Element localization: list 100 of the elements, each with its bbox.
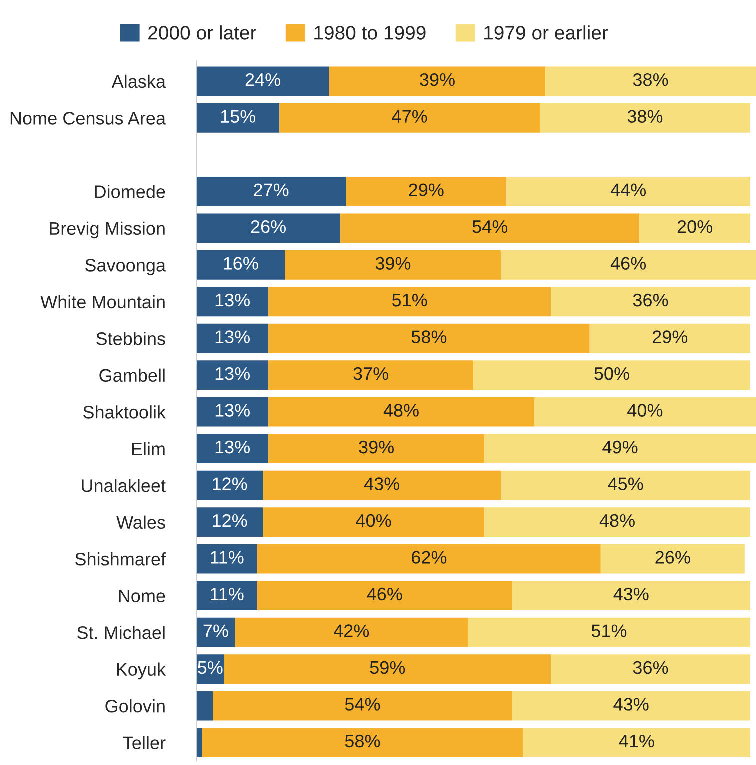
bar <box>196 508 264 538</box>
data-label: 37% <box>354 367 388 380</box>
data-label: 13% <box>216 440 250 454</box>
y-tick-label: Shaktoolik <box>84 406 166 419</box>
data-label: 43% <box>614 588 649 601</box>
data-label: 41% <box>619 734 654 748</box>
bar <box>196 66 330 96</box>
data-label: 48% <box>600 514 635 528</box>
y-tick-label: Diomede <box>95 185 166 198</box>
data-label: 51% <box>592 624 627 638</box>
data-label: 5% <box>198 661 223 674</box>
bar <box>551 654 750 684</box>
bar <box>196 360 269 390</box>
data-label: 13% <box>216 330 250 344</box>
bar <box>546 66 756 96</box>
bar <box>268 434 485 464</box>
bar <box>474 360 750 390</box>
y-tick-label: Nome <box>119 590 166 603</box>
y-tick-label: St. Michael <box>78 626 165 640</box>
bar <box>329 66 546 96</box>
bar <box>512 691 750 721</box>
bar <box>268 324 590 354</box>
bar <box>534 397 756 427</box>
bar <box>512 581 750 611</box>
data-label: 43% <box>614 698 649 711</box>
data-label: 58% <box>412 330 447 344</box>
data-label: 40% <box>356 514 392 528</box>
y-tick-label: Wales <box>116 516 166 530</box>
bar <box>196 176 346 206</box>
bar <box>268 287 552 317</box>
bar <box>257 544 601 574</box>
y-tick-label: Elim <box>132 442 165 456</box>
data-label: 15% <box>221 110 256 123</box>
bar <box>196 544 258 574</box>
data-label: 12% <box>213 478 248 490</box>
bar <box>196 470 264 500</box>
data-label: 36% <box>633 294 668 307</box>
bar <box>196 691 214 721</box>
bar <box>506 176 750 206</box>
bar <box>340 214 640 244</box>
data-label: 36% <box>633 661 668 674</box>
data-label: 16% <box>224 257 258 270</box>
data-label: 13% <box>216 367 250 380</box>
bar <box>257 581 512 611</box>
legend-label: 2000 or later <box>148 26 256 40</box>
data-label: 43% <box>364 478 400 490</box>
bar <box>590 324 750 354</box>
bar <box>285 250 502 280</box>
data-label: 51% <box>392 294 428 307</box>
data-label: 59% <box>370 661 406 674</box>
bar <box>235 618 468 648</box>
bar <box>501 470 750 500</box>
data-label: 39% <box>420 73 455 86</box>
bar <box>540 103 750 133</box>
legend-label: 1979 or earlier <box>484 26 608 40</box>
y-tick-label: Alaska <box>112 74 166 88</box>
y-tick-label: Savoonga <box>86 259 166 276</box>
data-label: 27% <box>254 184 289 196</box>
bar <box>268 360 474 390</box>
data-label: 38% <box>633 73 668 86</box>
data-label: 11% <box>211 551 244 564</box>
y-tick-label: Nome Census Area <box>10 112 166 125</box>
data-label: 29% <box>409 184 444 196</box>
data-label: 47% <box>392 110 428 123</box>
data-label: 7% <box>204 624 228 638</box>
data-label: 29% <box>652 330 688 344</box>
bar <box>263 470 502 500</box>
data-label: 45% <box>608 478 644 490</box>
y-tick-label: Unalakleet <box>82 479 166 492</box>
bar <box>268 397 534 427</box>
bar <box>202 728 524 758</box>
bar <box>484 434 756 464</box>
bar <box>551 287 750 317</box>
bar <box>213 691 512 721</box>
bar <box>346 176 507 206</box>
data-label: 54% <box>472 220 508 234</box>
data-label: 49% <box>602 440 638 454</box>
bar <box>600 544 745 574</box>
data-label: 48% <box>384 404 419 417</box>
data-label: 26% <box>656 551 690 564</box>
bar <box>196 728 202 758</box>
data-label: 39% <box>359 440 394 454</box>
bar <box>196 287 269 317</box>
y-tick-label: Teller <box>123 736 166 750</box>
data-label: 46% <box>610 257 646 270</box>
bar <box>523 728 750 758</box>
y-tick-label: Koyuk <box>117 662 166 680</box>
data-label: 44% <box>610 184 646 196</box>
bar <box>501 250 756 280</box>
bar <box>196 618 236 648</box>
y-tick-label: Brevig Mission <box>50 222 165 239</box>
data-label: 50% <box>594 367 630 380</box>
data-label: 20% <box>678 220 712 234</box>
data-label: 11% <box>211 588 244 601</box>
data-label: 42% <box>334 624 370 638</box>
bar <box>196 250 286 280</box>
y-tick-label: Shishmaref <box>76 552 166 566</box>
y-tick-label: Stebbins <box>96 332 166 346</box>
bar <box>196 324 269 354</box>
bar <box>263 508 485 538</box>
